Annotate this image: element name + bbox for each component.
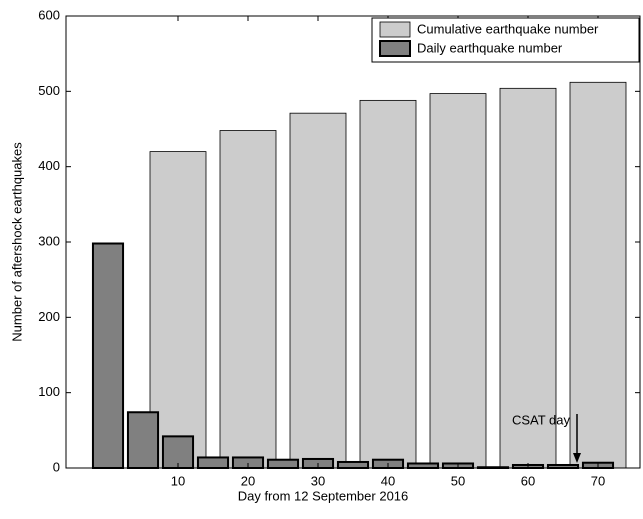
bar	[196, 456, 230, 470]
legend-swatch	[379, 21, 411, 38]
bar	[126, 411, 160, 469]
y-axis-label: Number of aftershock earthquakes	[9, 142, 24, 342]
y-tick-label: 400	[38, 158, 60, 173]
bar	[359, 99, 417, 469]
y-tick-label: 500	[38, 83, 60, 98]
bar	[91, 242, 125, 469]
bar	[219, 130, 277, 469]
y-tick-label: 300	[38, 233, 60, 248]
legend-swatch	[379, 40, 411, 57]
annotation-arrowhead	[573, 453, 581, 463]
annotation: CSAT day	[512, 412, 571, 427]
bar	[336, 460, 370, 469]
x-tick-label: 40	[381, 473, 395, 488]
plot-frame	[65, 15, 641, 469]
bar	[149, 151, 207, 469]
bar	[499, 87, 557, 469]
x-tick-label: 30	[311, 473, 325, 488]
bar	[429, 93, 487, 469]
x-tick-label: 20	[241, 473, 255, 488]
legend-label: Daily earthquake number	[417, 40, 563, 55]
y-tick-label: 100	[38, 384, 60, 399]
bar	[406, 462, 440, 470]
y-tick-label: 600	[38, 7, 60, 22]
x-axis-label: Day from 12 September 2016	[238, 488, 409, 503]
x-tick-label: 60	[521, 473, 535, 488]
legend-box	[371, 17, 640, 63]
legend-label: Cumulative earthquake number	[417, 21, 599, 36]
bar	[569, 81, 627, 469]
bar	[289, 112, 347, 469]
x-tick-label: 70	[591, 473, 605, 488]
x-tick-label: 50	[451, 473, 465, 488]
y-tick-label: 200	[38, 309, 60, 324]
y-tick-label: 0	[53, 459, 60, 474]
x-tick-label: 10	[171, 473, 185, 488]
bar	[266, 458, 300, 470]
